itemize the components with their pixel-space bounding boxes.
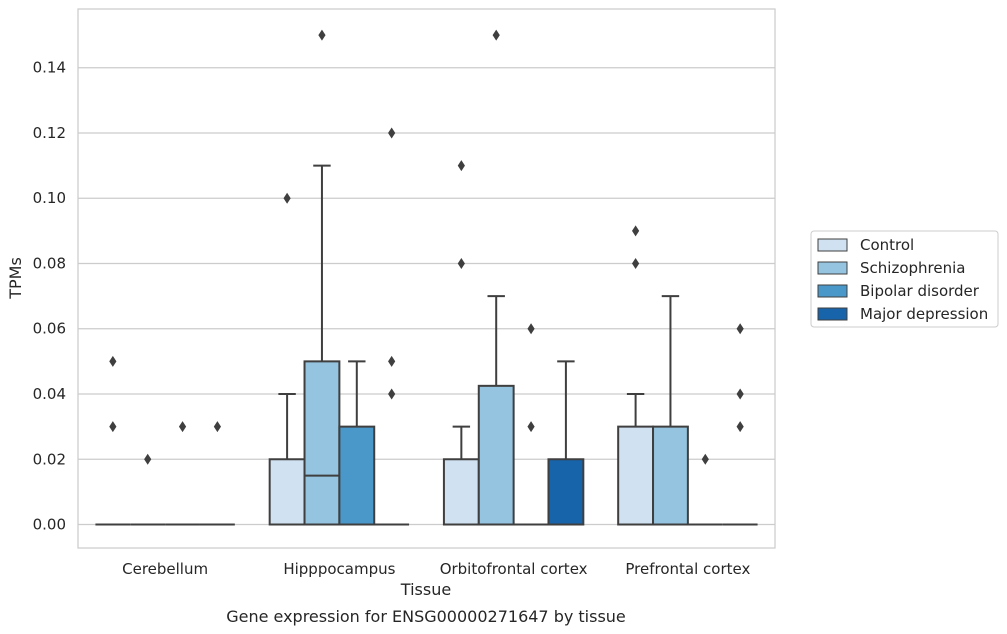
y-tick-label: 0.04 <box>33 385 66 403</box>
box-body <box>652 425 689 526</box>
x-tick-label: Cerebellum <box>122 560 208 578</box>
box-bipolar-disorder <box>687 453 723 526</box>
y-axis-ticks: 0.00 0.02 0.04 0.06 0.08 0.10 0.12 0.14 <box>33 59 66 534</box>
outlier-point <box>213 421 221 433</box>
legend-swatch <box>817 238 848 252</box>
outlier-point <box>109 355 117 367</box>
boxes <box>95 29 758 526</box>
box-control <box>95 355 131 526</box>
legend-label: Bipolar disorder <box>860 282 980 300</box>
outlier-point <box>701 453 709 465</box>
box-schizophrenia <box>477 29 515 526</box>
legend-swatch <box>817 307 848 321</box>
legend-frame <box>810 230 999 328</box>
outlier-point <box>457 160 465 172</box>
legend-label: Control <box>860 236 914 254</box>
legend-label: Schizophrenia <box>860 259 965 277</box>
box-body <box>442 458 480 526</box>
grid-lines <box>78 67 775 526</box>
outlier-point <box>457 257 465 269</box>
outlier-point <box>283 192 291 204</box>
plot-frame <box>77 8 776 549</box>
outlier-point <box>736 421 744 433</box>
box-major-depression <box>374 127 410 526</box>
box-major-depression <box>547 360 585 526</box>
y-axis-title: TPMs <box>6 257 25 300</box>
box-schizophrenia <box>652 295 689 526</box>
outlier-point <box>527 421 535 433</box>
outlier-point <box>632 257 640 269</box>
box-body <box>268 458 306 526</box>
box-body <box>477 384 515 526</box>
box-control <box>617 225 655 526</box>
box-major-depression <box>722 323 758 526</box>
outlier-point <box>388 127 396 139</box>
y-tick-label: 0.06 <box>33 320 66 338</box>
outlier-point <box>736 388 744 400</box>
box-bipolar-disorder <box>165 421 200 526</box>
box-body <box>303 360 341 526</box>
legend-swatch <box>817 261 848 275</box>
outlier-point <box>492 29 500 41</box>
y-tick-label: 0.08 <box>33 254 66 272</box>
y-tick-label: 0.14 <box>33 59 66 77</box>
x-axis-ticks: Cerebellum Hipppocampus Orbitofrontal cort… <box>122 560 750 578</box>
box-schizophrenia <box>303 29 341 526</box>
outlier-point <box>736 323 744 335</box>
x-tick-label: Prefrontal cortex <box>625 560 750 578</box>
y-tick-label: 0.00 <box>33 516 66 534</box>
box-body <box>547 458 585 526</box>
y-tick-label: 0.12 <box>33 124 66 142</box>
outlier-point <box>144 453 152 465</box>
box-bipolar-disorder <box>513 323 549 526</box>
outlier-point <box>632 225 640 237</box>
y-tick-label: 0.02 <box>33 450 66 468</box>
x-axis-title: Tissue <box>400 580 451 599</box>
x-tick-label: Hipppocampus <box>283 560 395 578</box>
outlier-point <box>318 29 326 41</box>
box-major-depression <box>199 421 235 526</box>
legend-swatch <box>817 284 848 298</box>
legend-label: Major depression <box>860 305 988 323</box>
outlier-point <box>109 421 117 433</box>
box-control <box>442 160 480 526</box>
y-tick-label: 0.10 <box>33 189 66 207</box>
outlier-point <box>388 355 396 367</box>
box-body <box>338 425 376 526</box>
outlier-point <box>527 323 535 335</box>
outlier-point <box>388 388 396 400</box>
legend: Control Schizophrenia Bipolar disorder Majo… <box>810 230 999 328</box>
outlier-point <box>178 421 187 433</box>
figure-caption: Gene expression for ENSG00000271647 by t… <box>226 607 626 626</box>
box-schizophrenia <box>130 453 166 526</box>
box-control <box>268 192 306 526</box>
box-body <box>617 425 655 526</box>
x-tick-label: Orbitofrontal cortex <box>440 560 588 578</box>
box-bipolar-disorder <box>338 360 376 526</box>
